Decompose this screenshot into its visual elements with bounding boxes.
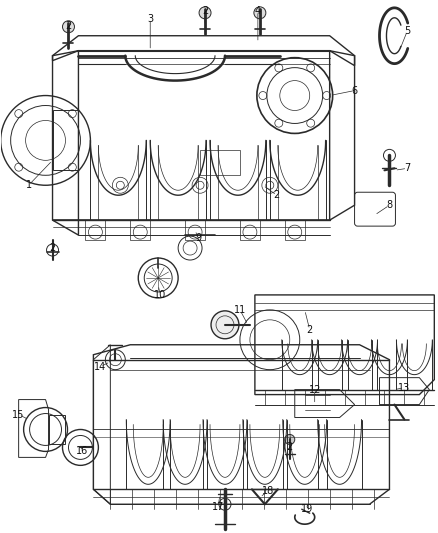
Text: 14: 14 xyxy=(94,362,106,372)
Text: 16: 16 xyxy=(76,447,88,456)
Circle shape xyxy=(63,21,74,33)
Text: 1: 1 xyxy=(25,180,32,190)
Text: 5: 5 xyxy=(404,26,410,36)
Text: 7: 7 xyxy=(404,163,410,173)
Text: 11: 11 xyxy=(234,305,246,315)
Text: 10: 10 xyxy=(154,290,166,300)
Text: 19: 19 xyxy=(300,504,313,514)
Text: 2: 2 xyxy=(274,190,280,200)
Text: 6: 6 xyxy=(352,86,358,95)
Circle shape xyxy=(199,7,211,19)
Text: 12: 12 xyxy=(308,385,321,394)
Circle shape xyxy=(285,434,295,445)
Text: 9: 9 xyxy=(195,233,201,243)
Text: 17: 17 xyxy=(212,502,224,512)
Text: 13: 13 xyxy=(398,383,410,393)
Text: 18: 18 xyxy=(262,486,274,496)
Text: 2: 2 xyxy=(307,325,313,335)
Text: 4: 4 xyxy=(255,6,261,16)
Text: 2: 2 xyxy=(286,442,293,453)
Text: 2: 2 xyxy=(65,21,71,31)
Text: 2: 2 xyxy=(202,6,208,16)
Text: 15: 15 xyxy=(12,409,25,419)
Text: 3: 3 xyxy=(147,14,153,24)
Circle shape xyxy=(211,311,239,339)
Text: 2: 2 xyxy=(49,243,56,253)
Circle shape xyxy=(254,7,266,19)
Text: 8: 8 xyxy=(386,200,392,210)
